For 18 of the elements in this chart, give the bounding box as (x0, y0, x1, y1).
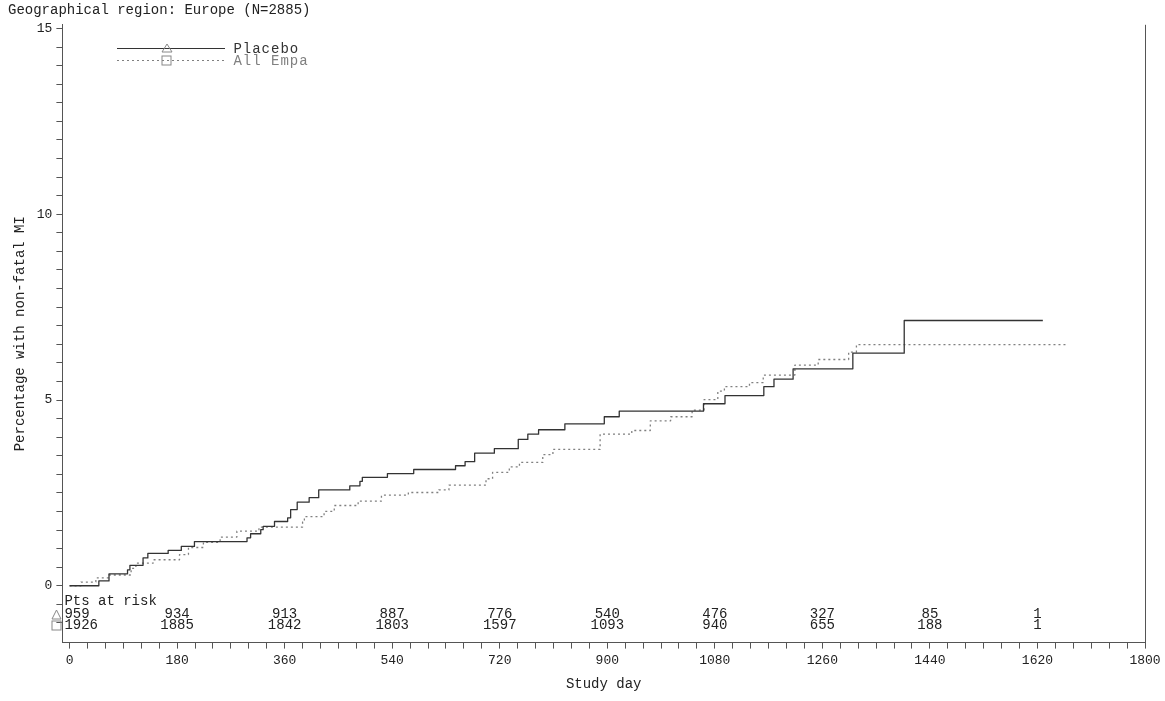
y-tick-label: 0 (44, 578, 53, 594)
x-tick-label: 1080 (699, 652, 731, 668)
x-tick-label: 540 (380, 652, 404, 668)
x-tick-label: 1800 (1129, 652, 1161, 668)
chart-title: Geographical region: Europe (N=2885) (8, 2, 311, 19)
x-tick-label: 180 (165, 652, 189, 668)
x-tick-label: 1440 (914, 652, 946, 668)
x-tick-label: 1260 (806, 652, 838, 668)
x-tick-label: 900 (595, 652, 619, 668)
x-axis-title: Study day (565, 676, 642, 693)
y-tick-label: 5 (44, 392, 53, 408)
x-tick-label: 720 (488, 652, 512, 668)
y-tick-label: 15 (36, 20, 53, 36)
y-axis-title: Percentage with non-fatal MI (12, 216, 29, 452)
x-tick-label: 1620 (1021, 652, 1054, 668)
x-tick-label: 360 (272, 652, 297, 668)
x-tick-label: 0 (65, 652, 74, 668)
y-tick-label: 10 (36, 206, 53, 222)
